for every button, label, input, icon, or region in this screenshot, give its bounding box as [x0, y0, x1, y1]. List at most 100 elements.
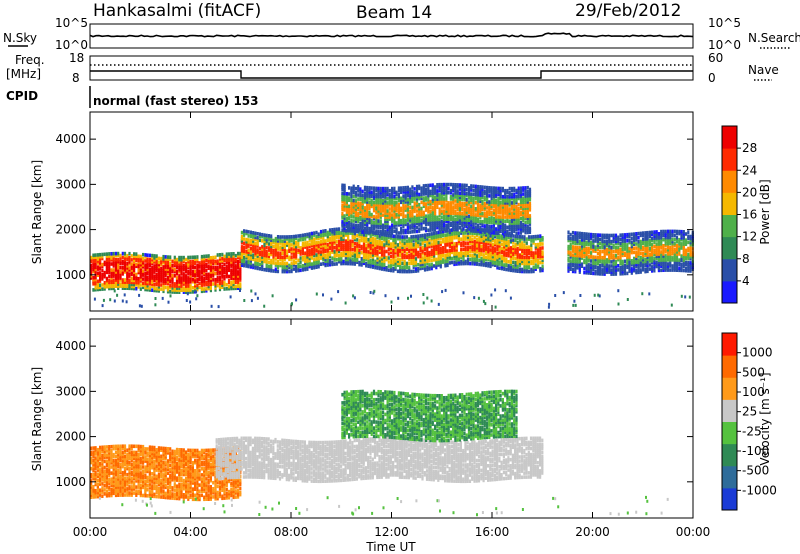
- power-cell: [574, 247, 577, 252]
- power-cell: [227, 278, 231, 283]
- power-cell: [382, 225, 385, 230]
- power-cell: [592, 241, 595, 245]
- power-cell: [506, 219, 509, 223]
- power-cell: [372, 190, 376, 195]
- power-cell: [370, 192, 373, 196]
- power-cell: [359, 201, 362, 206]
- power-cell: [261, 261, 264, 265]
- power-cell: [265, 233, 268, 238]
- power-cell: [265, 266, 268, 270]
- power-cell: [392, 262, 395, 267]
- power-cell: [230, 286, 233, 291]
- power-cell: [505, 241, 508, 245]
- power-cell: [499, 192, 502, 197]
- power-cell: [335, 227, 338, 232]
- power-cell: [310, 235, 313, 240]
- power-cell: [304, 251, 307, 255]
- power-cell: [114, 276, 118, 280]
- power-cell: [501, 213, 504, 217]
- power-cell: [592, 235, 595, 239]
- power-cell: [583, 246, 586, 250]
- power-cell: [245, 243, 248, 248]
- power-cell: [463, 214, 466, 218]
- power-cell: [454, 223, 457, 228]
- power-cell: [523, 237, 526, 241]
- power-cell: [130, 278, 133, 283]
- power-cell: [462, 251, 465, 256]
- power-cell: [340, 259, 343, 264]
- power-cell: [344, 241, 347, 245]
- power-cell: [478, 250, 481, 254]
- power-cell: [390, 264, 393, 269]
- power-cell: [470, 184, 473, 188]
- power-cell: [354, 225, 357, 230]
- power-cell: [402, 218, 405, 223]
- power-cell: [395, 229, 398, 233]
- power-cell: [487, 262, 490, 266]
- power-cell: [392, 234, 395, 238]
- power-cell: [117, 272, 120, 276]
- power-cell: [153, 276, 156, 280]
- power-cell: [386, 213, 389, 217]
- power-cell: [390, 258, 393, 263]
- power-cell: [173, 267, 176, 272]
- power-cell: [465, 208, 468, 212]
- power-cell: [379, 205, 382, 209]
- power-cell: [482, 238, 485, 243]
- power-cell: [429, 220, 432, 224]
- power-cell: [519, 200, 523, 205]
- power-cell: [506, 211, 509, 215]
- power-cell: [433, 243, 436, 248]
- nave-label: Nave: [748, 63, 779, 77]
- power-cell: [243, 237, 246, 241]
- power-cell: [462, 257, 465, 262]
- power-cell: [539, 234, 542, 238]
- power-cell: [306, 255, 309, 259]
- power-cell: [247, 256, 250, 261]
- power-cell: [444, 263, 447, 268]
- power-cell: [440, 189, 443, 193]
- power-cell: [130, 276, 133, 281]
- power-cell: [614, 264, 618, 268]
- power-cell: [434, 187, 437, 191]
- power-cell: [467, 214, 471, 219]
- power-cell: [489, 260, 492, 264]
- power-cell: [399, 249, 402, 253]
- power-cell: [384, 229, 387, 234]
- power-cell: [196, 271, 199, 276]
- power-cell: [360, 236, 363, 241]
- power-cell: [384, 221, 387, 225]
- power-cell: [333, 246, 336, 250]
- power-cell: [367, 242, 370, 246]
- power-cell: [341, 224, 344, 228]
- power-cell: [239, 272, 242, 276]
- power-cell: [383, 255, 386, 259]
- power-cell: [471, 249, 474, 254]
- power-cell: [614, 253, 618, 258]
- power-cell: [380, 234, 384, 239]
- power-cell: [592, 243, 595, 247]
- power-cell: [151, 278, 154, 282]
- power-cell: [348, 220, 351, 225]
- power-cell: [263, 243, 266, 248]
- power-cell: [485, 257, 488, 262]
- power-cell: [391, 207, 394, 211]
- power-cell: [205, 258, 208, 263]
- power-cell: [516, 261, 519, 265]
- power-cell: [599, 272, 602, 276]
- power-cell: [368, 190, 371, 194]
- power-cell: [478, 240, 481, 244]
- power-cell: [456, 199, 459, 203]
- power-cell: [348, 214, 351, 219]
- power-cell: [445, 190, 448, 195]
- power-cell: [247, 262, 250, 267]
- power-cell: [239, 274, 242, 278]
- power-cell: [114, 284, 118, 288]
- power-cell: [399, 245, 402, 249]
- power-cell: [480, 238, 483, 243]
- power-cell: [603, 241, 606, 246]
- power-cell: [596, 261, 599, 266]
- power-cell: [460, 261, 463, 266]
- power-cell: [272, 269, 275, 273]
- power-cell: [117, 266, 120, 270]
